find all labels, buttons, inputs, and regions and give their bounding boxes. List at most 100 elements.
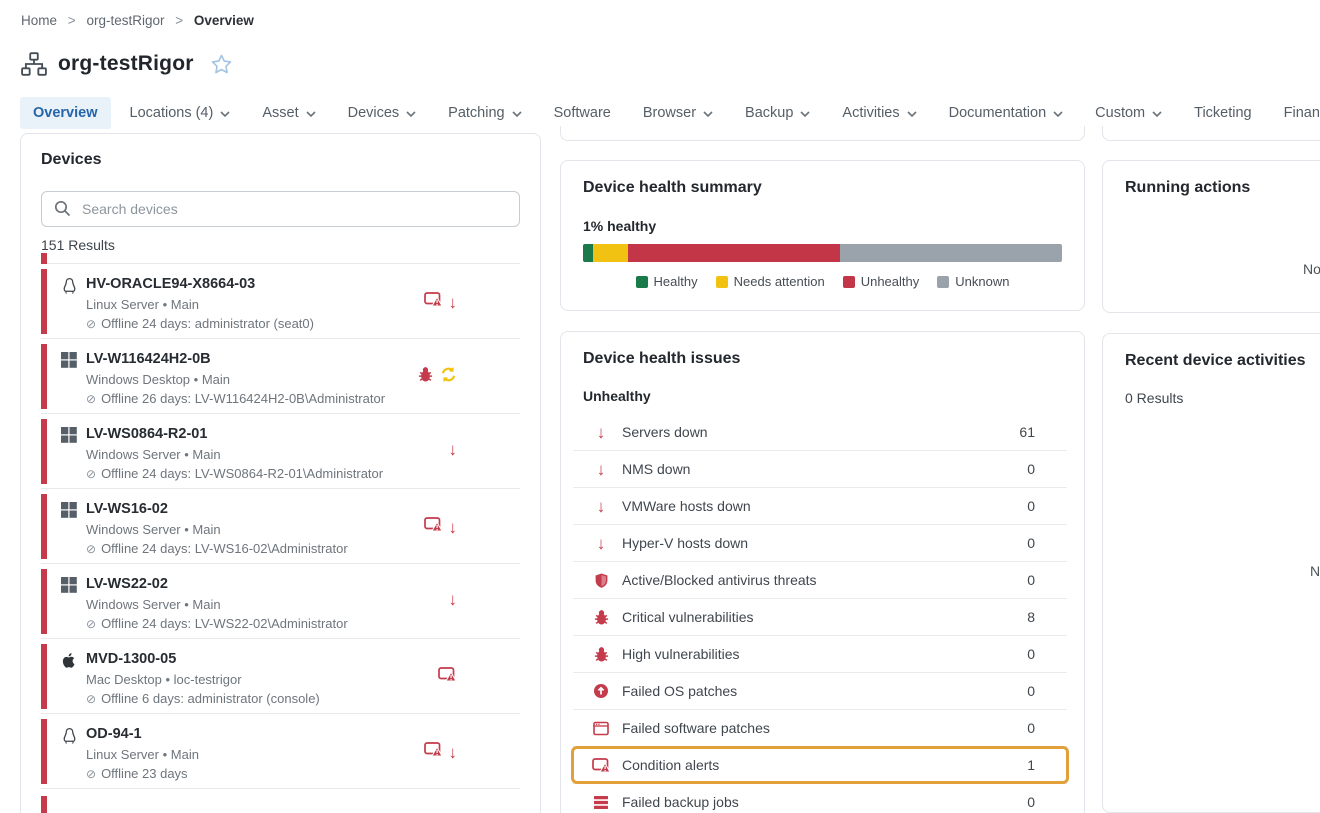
bar-segment-healthy[interactable] (583, 244, 593, 262)
offline-icon: ⊘ (86, 691, 97, 706)
device-status: ⊘ Offline 26 days: LV-W116424H2-0B\Admin… (86, 391, 386, 406)
tab-documentation[interactable]: Documentation (936, 97, 1077, 129)
issue-row-vmware-hosts-down[interactable]: ↓ VMWare hosts down 0 (573, 488, 1067, 525)
search-devices-input[interactable] (41, 191, 520, 227)
device-health-summary-card: Device health summary 1% healthy Healthy… (560, 160, 1085, 311)
unhealthy-status-bar (41, 344, 47, 409)
bar-segment-unknown[interactable] (840, 244, 1062, 262)
tab-browser[interactable]: Browser (630, 97, 726, 129)
legend-swatch-yellow (715, 275, 728, 288)
tab-backup[interactable]: Backup (732, 97, 823, 129)
chevron-down-icon (703, 110, 713, 118)
down-arrow-icon: ↓ (448, 517, 458, 537)
offline-icon: ⊘ (86, 766, 97, 781)
issue-row-failed-os-patches[interactable]: Failed OS patches 0 (573, 673, 1067, 710)
health-legend: Healthy Needs attention Unhealthy Unknow… (561, 274, 1084, 289)
breadcrumb-org[interactable]: org-testRigor (86, 13, 165, 28)
unhealthy-status-bar (41, 494, 47, 559)
tab-custom[interactable]: Custom (1082, 97, 1175, 129)
device-meta: Windows Server • Main (86, 597, 221, 612)
tab-software[interactable]: Software (553, 105, 611, 121)
issues-list: ↓ Servers down 61 ↓ NMS down 0 ↓ VMWare … (571, 414, 1069, 813)
card-above-partial (1102, 126, 1320, 141)
down-arrow-icon: ↓ (596, 496, 606, 516)
issue-count: 61 (1019, 424, 1035, 440)
devices-panel: Devices 151 Results (20, 133, 541, 813)
chevron-down-icon (907, 110, 917, 118)
card-above-partial (560, 126, 1085, 141)
device-results-count: 151 Results (41, 237, 115, 253)
device-row[interactable]: LV-WS22-02 Windows Server • Main ⊘ Offli… (41, 564, 520, 639)
issue-row-nms-down[interactable]: ↓ NMS down 0 (573, 451, 1067, 488)
device-row-partial-bottom[interactable] (41, 788, 520, 813)
device-row[interactable]: HV-ORACLE94-X8664-03 Linux Server • Main… (41, 264, 520, 339)
tab-overview[interactable]: Overview (20, 97, 111, 129)
device-status: ⊘ Offline 24 days: LV-WS22-02\Administra… (86, 616, 348, 631)
tab-patching[interactable]: Patching (435, 97, 534, 129)
favorite-star-icon[interactable] (211, 54, 232, 74)
tab-activities[interactable]: Activities (829, 97, 929, 129)
offline-icon: ⊘ (86, 316, 97, 331)
activities-results-count: 0 Results (1125, 390, 1184, 406)
device-meta: Windows Desktop • Main (86, 372, 230, 387)
running-actions-card: Running actions No (1102, 160, 1320, 313)
tab-bar: Overview Locations (4) Asset Devices Pat… (20, 97, 1320, 129)
breadcrumb-separator: > (175, 13, 184, 28)
breadcrumb-current: Overview (193, 13, 254, 28)
breadcrumb: Home > org-testRigor > Overview (21, 13, 254, 28)
devices-panel-title: Devices (41, 151, 102, 168)
issue-count: 0 (1027, 535, 1035, 551)
bar-segment-needs-attention[interactable] (592, 244, 629, 262)
card-title: Recent device activities (1125, 352, 1306, 369)
offline-icon: ⊘ (86, 466, 97, 481)
issue-row-hyperv-hosts-down[interactable]: ↓ Hyper-V hosts down 0 (573, 525, 1067, 562)
device-status: ⊘ Offline 24 days: administrator (seat0) (86, 316, 314, 331)
card-title: Device health issues (583, 350, 741, 367)
health-summary-bar[interactable] (583, 244, 1062, 262)
device-name: OD-94-1 (86, 726, 142, 742)
issue-count: 8 (1027, 609, 1035, 625)
legend-swatch-red (842, 275, 855, 288)
issue-row-failed-backup-jobs[interactable]: Failed backup jobs 0 (573, 784, 1067, 813)
down-arrow-icon: ↓ (596, 422, 606, 442)
device-name: LV-WS16-02 (86, 501, 168, 517)
tab-devices[interactable]: Devices (335, 97, 430, 129)
issue-row-critical-vulnerabilities[interactable]: Critical vulnerabilities 8 (573, 599, 1067, 636)
tab-locations[interactable]: Locations (4) (117, 97, 244, 129)
condition-alert-icon (423, 741, 443, 763)
legend-item-unknown: Unknown (937, 274, 1009, 289)
tab-ticketing[interactable]: Ticketing (1194, 105, 1252, 121)
issue-count: 0 (1027, 683, 1035, 699)
running-actions-empty-text: No (1303, 261, 1320, 277)
device-row-partial-top[interactable] (41, 251, 520, 264)
unhealthy-status-bar (41, 269, 47, 334)
device-name: LV-W116424H2-0B (86, 351, 211, 367)
device-name: HV-ORACLE94-X8664-03 (86, 276, 256, 292)
activities-empty-text: N (1310, 563, 1320, 579)
breadcrumb-home[interactable]: Home (21, 13, 58, 28)
issue-row-condition-alerts[interactable]: Condition alerts 1 (571, 746, 1069, 784)
device-row[interactable]: MVD-1300-05 Mac Desktop • loc-testrigor … (41, 639, 520, 714)
issue-row-failed-software-patches[interactable]: Failed software patches 0 (573, 710, 1067, 747)
chevron-down-icon (1053, 110, 1063, 118)
card-title: Running actions (1125, 179, 1251, 196)
tab-asset[interactable]: Asset (249, 97, 328, 129)
unhealthy-status-bar (41, 569, 47, 634)
condition-alert-icon (423, 516, 443, 538)
bar-segment-unhealthy[interactable] (628, 244, 841, 262)
card-title: Device health summary (583, 179, 762, 196)
tab-finance[interactable]: Finance (1283, 105, 1320, 121)
issue-row-servers-down[interactable]: ↓ Servers down 61 (573, 414, 1067, 451)
device-row[interactable]: LV-WS0864-R2-01 Windows Server • Main ⊘ … (41, 414, 520, 489)
device-row[interactable]: LV-W116424H2-0B Windows Desktop • Main ⊘… (41, 339, 520, 414)
device-status: ⊘ Offline 24 days: LV-WS16-02\Administra… (86, 541, 348, 556)
device-status: ⊘ Offline 6 days: administrator (console… (86, 691, 320, 706)
page-title: org-testRigor (58, 52, 194, 75)
chevron-down-icon (406, 110, 416, 118)
issue-count: 0 (1027, 646, 1035, 662)
device-row[interactable]: LV-WS16-02 Windows Server • Main ⊘ Offli… (41, 489, 520, 564)
device-row[interactable]: OD-94-1 Linux Server • Main ⊘ Offline 23… (41, 714, 520, 789)
issue-row-antivirus-threats[interactable]: Active/Blocked antivirus threats 0 (573, 562, 1067, 599)
issue-row-high-vulnerabilities[interactable]: High vulnerabilities 0 (573, 636, 1067, 673)
